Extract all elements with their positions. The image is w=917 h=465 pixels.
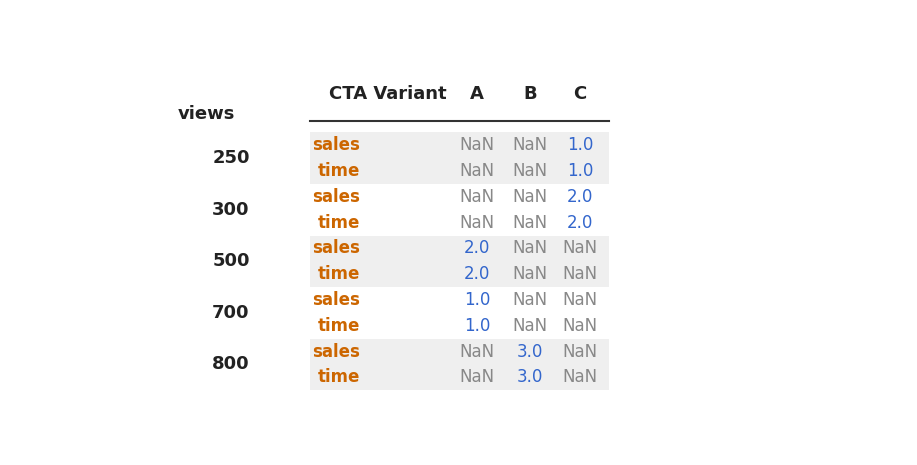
Text: 500: 500 xyxy=(212,252,249,270)
Text: NaN: NaN xyxy=(459,136,494,154)
Text: NaN: NaN xyxy=(513,213,548,232)
Text: NaN: NaN xyxy=(513,265,548,283)
Text: NaN: NaN xyxy=(513,291,548,309)
FancyBboxPatch shape xyxy=(310,210,609,236)
Text: NaN: NaN xyxy=(459,368,494,386)
Text: B: B xyxy=(524,85,537,103)
Text: sales: sales xyxy=(312,188,359,206)
Text: 800: 800 xyxy=(212,355,249,373)
Text: NaN: NaN xyxy=(459,188,494,206)
Text: 2.0: 2.0 xyxy=(567,213,593,232)
Text: NaN: NaN xyxy=(513,188,548,206)
Text: time: time xyxy=(317,317,359,335)
Text: NaN: NaN xyxy=(562,368,598,386)
FancyBboxPatch shape xyxy=(310,184,609,210)
Text: 300: 300 xyxy=(212,201,249,219)
FancyBboxPatch shape xyxy=(310,158,609,184)
Text: 700: 700 xyxy=(212,304,249,322)
Text: 1.0: 1.0 xyxy=(464,291,491,309)
FancyBboxPatch shape xyxy=(310,261,609,287)
Text: NaN: NaN xyxy=(459,162,494,180)
Text: C: C xyxy=(573,85,587,103)
Text: 1.0: 1.0 xyxy=(464,317,491,335)
Text: 1.0: 1.0 xyxy=(567,136,593,154)
Text: NaN: NaN xyxy=(562,343,598,360)
Text: NaN: NaN xyxy=(459,343,494,360)
Text: NaN: NaN xyxy=(513,239,548,258)
Text: NaN: NaN xyxy=(513,136,548,154)
Text: 250: 250 xyxy=(212,149,249,167)
Text: sales: sales xyxy=(312,343,359,360)
Text: NaN: NaN xyxy=(562,239,598,258)
Text: 3.0: 3.0 xyxy=(517,343,544,360)
Text: sales: sales xyxy=(312,239,359,258)
Text: CTA Variant: CTA Variant xyxy=(329,85,447,103)
FancyBboxPatch shape xyxy=(310,365,609,390)
Text: NaN: NaN xyxy=(459,213,494,232)
Text: A: A xyxy=(470,85,484,103)
Text: NaN: NaN xyxy=(513,162,548,180)
Text: 1.0: 1.0 xyxy=(567,162,593,180)
Text: NaN: NaN xyxy=(562,265,598,283)
Text: time: time xyxy=(317,265,359,283)
FancyBboxPatch shape xyxy=(310,313,609,339)
Text: 2.0: 2.0 xyxy=(464,239,491,258)
Text: views: views xyxy=(178,106,236,123)
Text: 2.0: 2.0 xyxy=(464,265,491,283)
Text: 2.0: 2.0 xyxy=(567,188,593,206)
FancyBboxPatch shape xyxy=(310,236,609,261)
Text: NaN: NaN xyxy=(562,291,598,309)
Text: sales: sales xyxy=(312,136,359,154)
Text: 3.0: 3.0 xyxy=(517,368,544,386)
FancyBboxPatch shape xyxy=(310,287,609,313)
Text: time: time xyxy=(317,213,359,232)
Text: time: time xyxy=(317,368,359,386)
FancyBboxPatch shape xyxy=(310,339,609,365)
Text: NaN: NaN xyxy=(513,317,548,335)
Text: NaN: NaN xyxy=(562,317,598,335)
Text: time: time xyxy=(317,162,359,180)
Text: sales: sales xyxy=(312,291,359,309)
FancyBboxPatch shape xyxy=(310,133,609,158)
